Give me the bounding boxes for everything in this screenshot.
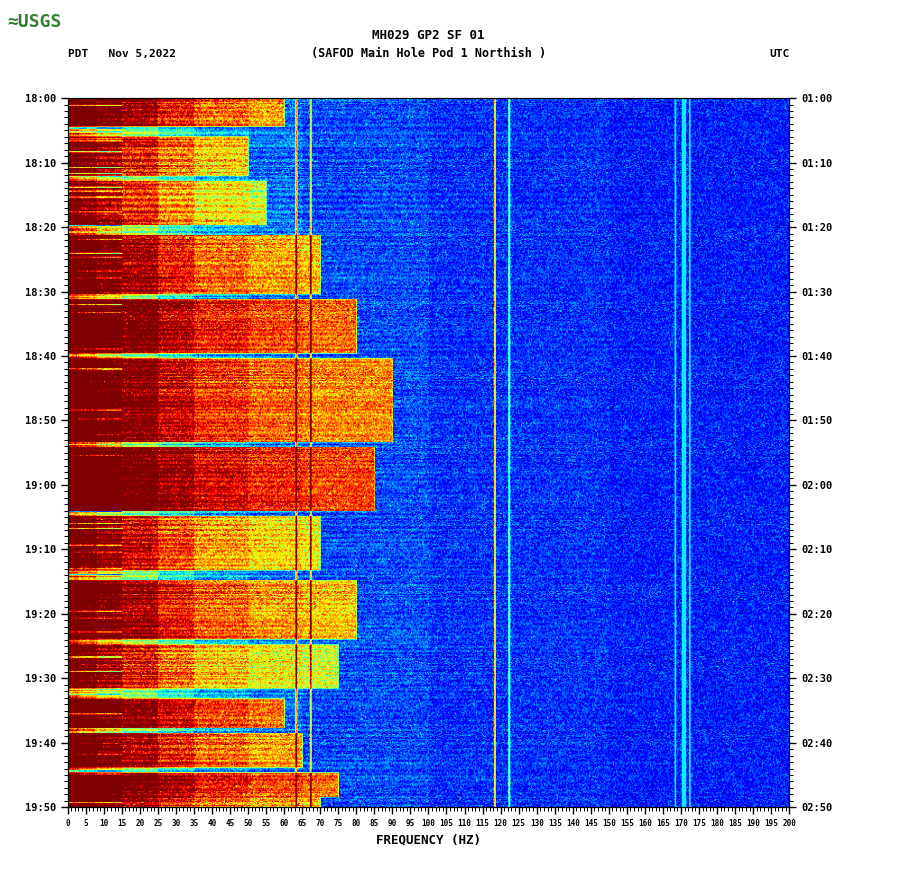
X-axis label: FREQUENCY (HZ): FREQUENCY (HZ) (376, 834, 481, 847)
Text: UTC: UTC (769, 48, 789, 59)
Text: MH029 GP2 SF 01: MH029 GP2 SF 01 (373, 29, 484, 42)
Text: ≈USGS: ≈USGS (7, 13, 61, 31)
Text: (SAFOD Main Hole Pod 1 Northish ): (SAFOD Main Hole Pod 1 Northish ) (311, 47, 546, 60)
Text: PDT   Nov 5,2022: PDT Nov 5,2022 (68, 48, 176, 59)
